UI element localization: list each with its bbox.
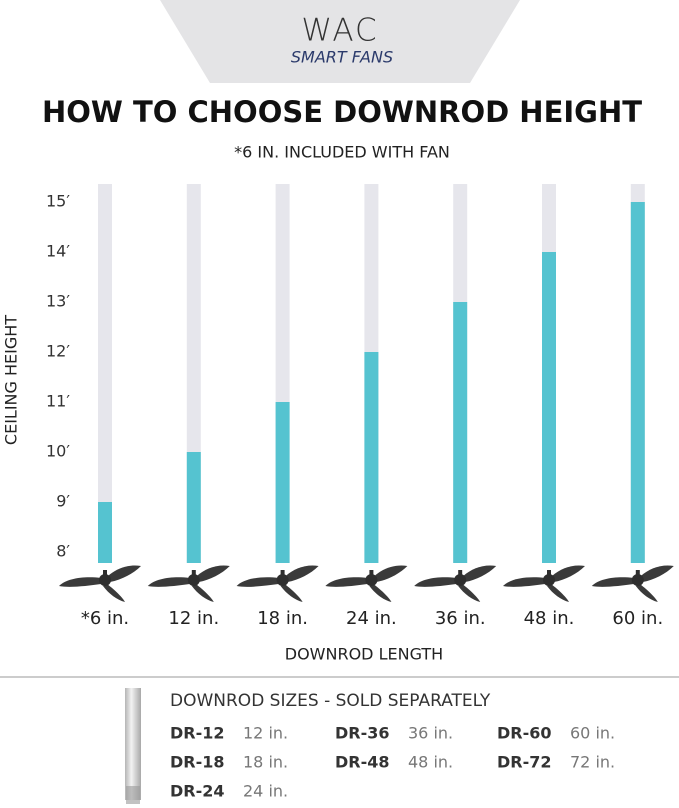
fan-icon <box>414 565 497 602</box>
y-tick-label: 8′ <box>56 542 70 561</box>
fan-mount <box>547 570 551 578</box>
y-tick-label: 11′ <box>46 392 70 411</box>
sizes-title: DOWNROD SIZES - SOLD SEPARATELY <box>170 691 491 711</box>
downrod-code: DR-12 <box>170 724 225 743</box>
downrod-image <box>125 688 141 800</box>
x-axis-label: DOWNROD LENGTH <box>285 645 443 664</box>
fan-hub <box>543 574 555 586</box>
y-tick-label: 12′ <box>46 342 70 361</box>
bar <box>364 352 379 563</box>
x-tick-label: 24 in. <box>346 608 397 629</box>
fan-blade <box>103 584 125 602</box>
x-tick-label: *6 in. <box>81 608 129 629</box>
y-axis-label: CEILING HEIGHT <box>2 315 21 445</box>
bar <box>542 252 556 563</box>
brand-subtitle: SMART FANS <box>291 48 393 67</box>
bar <box>98 502 112 563</box>
downrod-length: 60 in. <box>570 724 615 743</box>
y-tick-label: 10′ <box>46 442 70 461</box>
x-tick-label: 60 in. <box>612 608 663 629</box>
fan-mount <box>191 570 196 578</box>
brand: WAC <box>301 13 378 49</box>
fan-blade <box>196 565 230 582</box>
y-tick-label: 9′ <box>56 492 70 511</box>
downrod-code: DR-72 <box>497 753 552 772</box>
fan-icon <box>147 565 230 602</box>
fan-hub <box>454 574 467 586</box>
fan-hub <box>99 574 111 586</box>
bar <box>630 202 645 563</box>
fan-blade <box>285 565 319 582</box>
fan-blade <box>59 577 101 587</box>
fan-blade <box>280 584 303 602</box>
chart-subtitle: *6 IN. INCLUDED WITH FAN <box>234 143 450 162</box>
fan-blade <box>414 577 457 587</box>
fan-blade <box>503 577 545 587</box>
y-tick-label: 14′ <box>46 242 70 261</box>
fan-blade <box>635 584 658 602</box>
fan-blade <box>236 577 279 587</box>
bar <box>186 452 201 563</box>
fan-mount <box>103 570 107 578</box>
y-tick-label: 15′ <box>46 192 70 211</box>
fan-blade <box>458 584 481 602</box>
x-tick-label: 18 in. <box>257 608 308 629</box>
fan-blade <box>374 565 408 582</box>
x-tick-label: 12 in. <box>168 608 219 629</box>
downrod-length: 12 in. <box>243 724 288 743</box>
fan-icon <box>236 565 319 602</box>
downrod-length: 48 in. <box>408 753 453 772</box>
downrod-thread <box>126 786 140 804</box>
downrod-code: DR-24 <box>170 782 225 801</box>
fan-blade <box>552 565 585 582</box>
fan-mount <box>369 570 374 578</box>
fan-hub <box>631 574 644 586</box>
downrod-code: DR-48 <box>335 753 390 772</box>
x-tick-label: 48 in. <box>524 608 575 629</box>
downrod-code: DR-60 <box>497 724 552 743</box>
fan-icon <box>503 565 585 602</box>
downrod-code: DR-18 <box>170 753 225 772</box>
fan-blade <box>191 584 214 602</box>
fan-blade <box>369 584 392 602</box>
bar <box>275 402 290 563</box>
fan-mount <box>280 570 285 578</box>
downrod-code: DR-36 <box>335 724 390 743</box>
fan-blade <box>147 577 190 587</box>
downrod-length: 18 in. <box>243 753 288 772</box>
fan-hub <box>365 574 378 586</box>
downrod-length: 24 in. <box>243 782 288 801</box>
fan-blade <box>591 577 634 587</box>
bar-track <box>98 184 112 563</box>
fan-icon <box>325 565 408 602</box>
fan-blade <box>547 584 569 602</box>
fan-blade <box>108 565 141 582</box>
fan-blade <box>463 565 497 582</box>
x-tick-label: 36 in. <box>435 608 486 629</box>
fan-mount <box>635 570 640 578</box>
fan-hub <box>187 574 200 586</box>
chart-title: HOW TO CHOOSE DOWNROD HEIGHT <box>42 95 642 129</box>
y-tick-label: 13′ <box>46 292 70 311</box>
downrod-length: 72 in. <box>570 753 615 772</box>
fan-icon <box>59 565 141 602</box>
fan-icon <box>591 565 674 602</box>
downrod-length: 36 in. <box>408 724 453 743</box>
fan-hub <box>276 574 289 586</box>
header-banner <box>160 0 520 83</box>
bar <box>453 302 468 563</box>
fan-blade <box>325 577 368 587</box>
fan-mount <box>458 570 463 578</box>
fan-blade <box>640 565 674 582</box>
